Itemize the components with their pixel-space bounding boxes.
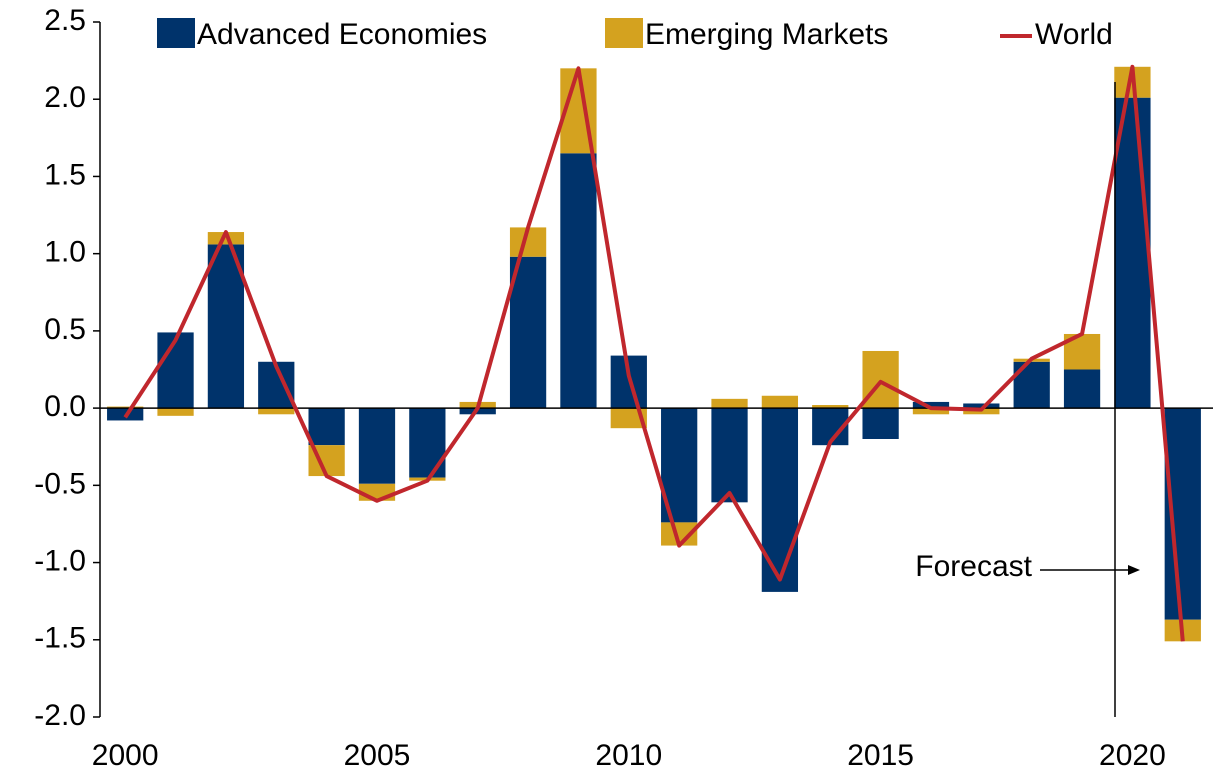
- bar: [358, 408, 396, 484]
- bar: [308, 408, 345, 446]
- x-tick-label: 2020: [1099, 739, 1166, 772]
- bar: [963, 403, 1000, 409]
- bar: [1063, 369, 1101, 409]
- bar: [258, 408, 295, 415]
- y-tick-label: 0.5: [44, 313, 86, 346]
- x-tick-label: 2000: [92, 739, 159, 772]
- y-tick-label: -1.0: [34, 544, 86, 577]
- annotation: Forecast: [915, 550, 1032, 583]
- x-tick-label: 2005: [344, 739, 411, 772]
- bar: [761, 395, 799, 409]
- annotation-arrowhead: [1128, 565, 1140, 575]
- y-tick-label: 2.0: [44, 81, 86, 114]
- bar: [1114, 97, 1151, 409]
- legend-label: Emerging Markets: [645, 18, 888, 51]
- y-tick-label: 0.0: [44, 390, 86, 423]
- y-tick-label: 1.0: [44, 236, 86, 269]
- legend-label: World: [1035, 18, 1113, 51]
- legend-swatch: [157, 18, 195, 48]
- bar: [711, 408, 748, 503]
- bar: [107, 406, 144, 409]
- bar: [711, 398, 748, 409]
- y-tick-label: 2.5: [44, 4, 86, 37]
- bar: [912, 408, 950, 415]
- y-tick-label: -1.5: [34, 622, 86, 655]
- bar: [157, 408, 194, 416]
- bar: [409, 408, 446, 478]
- bar: [358, 483, 396, 501]
- x-tick-label: 2010: [595, 739, 662, 772]
- bar: [912, 401, 950, 409]
- legend-swatch: [605, 18, 643, 48]
- y-tick-label: -0.5: [34, 467, 86, 500]
- legend-label: Advanced Economies: [197, 18, 487, 51]
- bar: [560, 153, 597, 409]
- bar: [509, 256, 547, 409]
- y-tick-label: -2.0: [34, 699, 86, 732]
- y-tick-label: 1.5: [44, 158, 86, 191]
- bar: [207, 232, 245, 245]
- bar: [862, 408, 899, 439]
- x-tick-label: 2015: [847, 739, 914, 772]
- bar: [761, 408, 799, 592]
- bar: [661, 522, 698, 546]
- line: [123, 64, 1185, 642]
- bar: [812, 405, 849, 409]
- bar: [207, 244, 245, 409]
- bar: [157, 332, 194, 409]
